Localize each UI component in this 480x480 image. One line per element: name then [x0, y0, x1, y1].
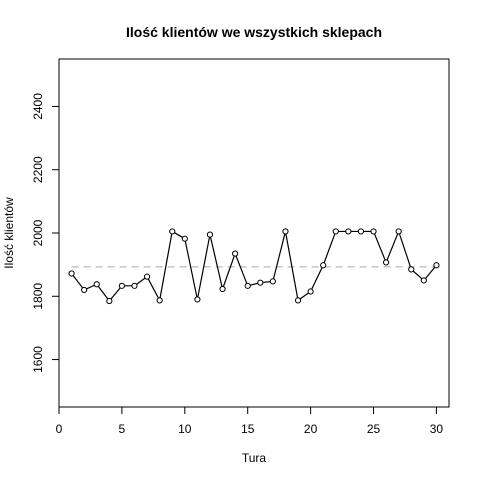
y-tick-label: 1600 — [31, 346, 45, 373]
data-point — [118, 282, 126, 289]
x-tick-label: 20 — [304, 422, 318, 436]
data-point — [357, 228, 365, 235]
x-axis: 0 5 10 15 20 25 30 — [56, 406, 444, 436]
series-layer — [68, 228, 440, 305]
data-point — [181, 235, 188, 242]
y-axis-label: Ilość klientów — [2, 197, 16, 269]
x-axis-label: Tura — [242, 451, 267, 465]
data-point — [143, 273, 151, 280]
data-point — [169, 228, 176, 235]
x-tick-label: 30 — [430, 422, 444, 436]
data-point — [395, 228, 402, 235]
chart-title: Ilość klientów we wszystkich sklepach — [126, 24, 382, 40]
data-point — [232, 250, 239, 257]
y-tick-label: 2000 — [31, 219, 45, 246]
data-point — [194, 296, 201, 303]
y-tick-label: 2400 — [31, 93, 45, 120]
y-axis: 1600 1800 2000 2200 2400 — [31, 93, 60, 373]
data-point — [81, 286, 88, 294]
x-tick-label: 5 — [119, 422, 126, 436]
data-point — [257, 279, 264, 286]
data-point — [345, 228, 352, 235]
y-tick-label: 1800 — [31, 283, 45, 310]
x-tick-label: 0 — [56, 422, 63, 436]
data-point — [307, 288, 314, 295]
data-point — [420, 277, 427, 284]
data-point — [282, 228, 289, 235]
data-point — [320, 262, 327, 269]
data-point — [382, 259, 390, 266]
data-point — [206, 231, 214, 238]
data-point — [131, 282, 138, 289]
data-point — [433, 262, 440, 269]
plot-frame — [58, 58, 450, 408]
data-point — [332, 228, 339, 235]
data-point — [408, 266, 415, 273]
x-tick-label: 25 — [367, 422, 381, 436]
data-point — [68, 270, 75, 277]
data-point — [269, 278, 276, 285]
data-point — [370, 228, 377, 235]
y-tick-label: 2200 — [31, 156, 45, 183]
data-point — [156, 297, 163, 304]
data-point — [244, 282, 251, 289]
data-point — [219, 285, 226, 293]
data-point — [294, 297, 302, 304]
x-tick-label: 15 — [241, 422, 255, 436]
data-point — [93, 281, 100, 288]
data-point — [106, 297, 113, 305]
x-tick-label: 10 — [178, 422, 192, 436]
